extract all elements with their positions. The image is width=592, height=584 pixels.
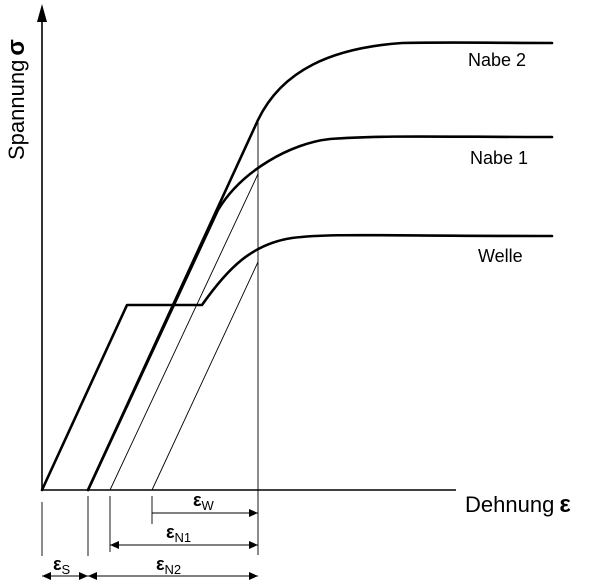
unload-line-nabe1 [109,173,259,491]
svg-text:εN1: εN1 [166,522,191,545]
curve-welle-shaft [40,233,554,492]
dimension-epsilon-n1: εN1 [110,522,258,549]
label-nabe-1: Nabe 1 [470,148,528,168]
x-axis-label: Dehnung ε [465,491,571,518]
dimension-epsilon-w: εW [152,490,258,517]
y-axis-arrow [37,4,47,22]
label-nabe-2: Nabe 2 [468,50,526,70]
svg-text:Spannungσ: Spannungσ [3,39,30,160]
label-welle: Welle [478,246,523,266]
curve-nabe1-hub [86,135,554,492]
unload-line-welle [151,261,259,491]
svg-text:εW: εW [193,490,215,513]
y-axis-label: Spannungσ [3,39,30,160]
dimension-epsilon-s: εS [42,554,88,580]
svg-text:εN2: εN2 [156,554,181,577]
svg-text:εS: εS [53,554,71,577]
curve-nabe2-hub [86,41,554,492]
dimension-epsilon-n2: εN2 [88,554,258,580]
